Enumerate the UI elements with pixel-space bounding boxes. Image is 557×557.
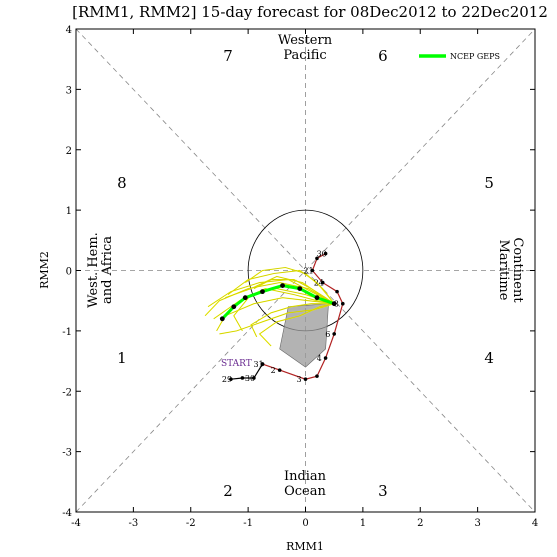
x-tick-label-0: -4 <box>71 518 81 529</box>
y-tick-label-1: -3 <box>62 448 72 459</box>
ensemble-mean-point-3 <box>297 286 303 292</box>
ensemble-mean-point-6 <box>242 295 248 301</box>
start-label: START <box>221 359 252 369</box>
region-label-top-line1: Western <box>278 33 333 48</box>
analysis-point-1 <box>260 362 265 366</box>
region-label-right-line2: Continent <box>510 237 525 303</box>
x-tick-label-5: 1 <box>360 518 366 529</box>
observed-point-1 <box>323 251 328 256</box>
region-label-bottom-line1: Indian <box>284 469 327 484</box>
ensemble-mean-group <box>219 283 337 322</box>
analysis-day-label-4: 29 <box>222 375 232 384</box>
y-axis-title: RMM2 <box>38 251 51 289</box>
ensemble-member-outline-8 <box>250 303 335 337</box>
x-tick-label-7: 3 <box>474 518 480 529</box>
phase-label-8: 8 <box>117 174 127 192</box>
x-tick-label-2: -2 <box>186 518 196 529</box>
analysis-point-3 <box>240 376 245 380</box>
ensemble-mean-point-2 <box>314 295 320 301</box>
observed-point-2 <box>315 256 319 261</box>
y-tick-label-8: 4 <box>66 25 72 36</box>
ensemble-member-outline-4 <box>219 303 335 335</box>
observed-day-label-4: 24 <box>314 279 324 288</box>
ensemble-member-outline-1 <box>207 279 335 307</box>
observed-point-11 <box>277 368 282 372</box>
phase-label-2: 2 <box>223 482 233 500</box>
ensemble-members-group <box>204 266 335 347</box>
phase-label-6: 6 <box>378 47 388 65</box>
y-tick-label-7: 3 <box>66 85 72 96</box>
y-tick-label-3: -1 <box>62 327 72 338</box>
region-label-bottom-line2: Ocean <box>284 484 326 499</box>
x-tick-label-3: -1 <box>243 518 253 529</box>
phase-guide-lines <box>76 29 535 512</box>
x-tick-label-8: 4 <box>532 518 538 529</box>
region-label-left-line2: and Africa <box>100 236 115 304</box>
observed-point-10 <box>303 377 308 381</box>
ensemble-member-outline-10 <box>253 279 335 304</box>
ensemble-mean-point-4 <box>280 283 285 288</box>
phase-label-3: 3 <box>378 482 388 500</box>
phase-labels-group: 1 2 3 4 5 6 7 8 <box>117 47 494 500</box>
ensemble-mean-point-5 <box>260 289 265 295</box>
x-tick-label-6: 2 <box>417 518 423 529</box>
y-tick-label-0: -4 <box>62 508 72 519</box>
y-tick-label-4: 0 <box>66 267 72 278</box>
observed-point-4 <box>320 280 325 285</box>
analysis-track-line <box>230 363 264 380</box>
y-tick-label-6: 2 <box>66 146 72 157</box>
ensemble-mean-point-1 <box>331 301 337 307</box>
phase-label-7: 7 <box>223 47 233 65</box>
phase-label-1: 1 <box>117 349 127 367</box>
region-label-top-line2: Pacific <box>283 48 326 63</box>
x-tick-label-4: 0 <box>302 518 308 529</box>
observed-day-label-11: 2 <box>271 366 276 375</box>
observed-point-9 <box>315 374 319 378</box>
observed-day-label-10: 3 <box>297 375 302 384</box>
phase-label-5: 5 <box>484 174 494 192</box>
chart-title: [RMM1, RMM2] 15-day forecast for 08Dec20… <box>72 3 548 21</box>
observed-day-label-3: 21 <box>303 267 313 276</box>
ensemble-member-outline-11 <box>204 282 335 316</box>
y-tick-label-2: -2 <box>62 387 72 398</box>
analysis-point-4 <box>229 377 233 381</box>
observed-point-7 <box>332 332 336 336</box>
observed-day-label-12: 31 <box>253 360 263 369</box>
ensemble-mean-line <box>221 284 335 320</box>
x-axis-title: RMM1 <box>286 540 324 553</box>
observed-day-label-6: 8 <box>334 300 339 309</box>
x-tick-label-1: -3 <box>129 518 139 529</box>
y-tick-label-5: 1 <box>66 206 72 217</box>
observed-day-label-8: 4 <box>317 354 322 363</box>
region-label-right-line1: Maritime <box>496 240 511 301</box>
ensemble-mean-point-7 <box>231 304 237 310</box>
region-label-left-line1: West. Hem. <box>86 232 101 308</box>
observed-day-label-1: 30 <box>317 250 327 259</box>
ensemble-mean-point-8 <box>219 316 225 322</box>
phase-label-4: 4 <box>484 349 494 367</box>
ensemble-member-outline-7 <box>245 267 335 304</box>
ensemble-member-outline-12 <box>259 303 335 347</box>
legend: NCEP GEPS <box>419 52 500 61</box>
observed-point-5 <box>335 289 339 294</box>
observed-point-6 <box>340 301 345 306</box>
observed-point-3 <box>310 268 315 273</box>
analysis-day-label-2: 30 <box>245 374 255 383</box>
axes-group: -4 -3 -2 -1 0 1 2 3 4 -4 -3 -2 -1 0 1 2 3 4 <box>62 25 538 529</box>
observed-day-label-7: 6 <box>325 330 330 339</box>
analysis-point-2 <box>252 376 256 380</box>
observed-point-8 <box>323 356 328 360</box>
legend-label-ncep-geps: NCEP GEPS <box>450 52 500 61</box>
observed-track-line <box>262 253 344 380</box>
